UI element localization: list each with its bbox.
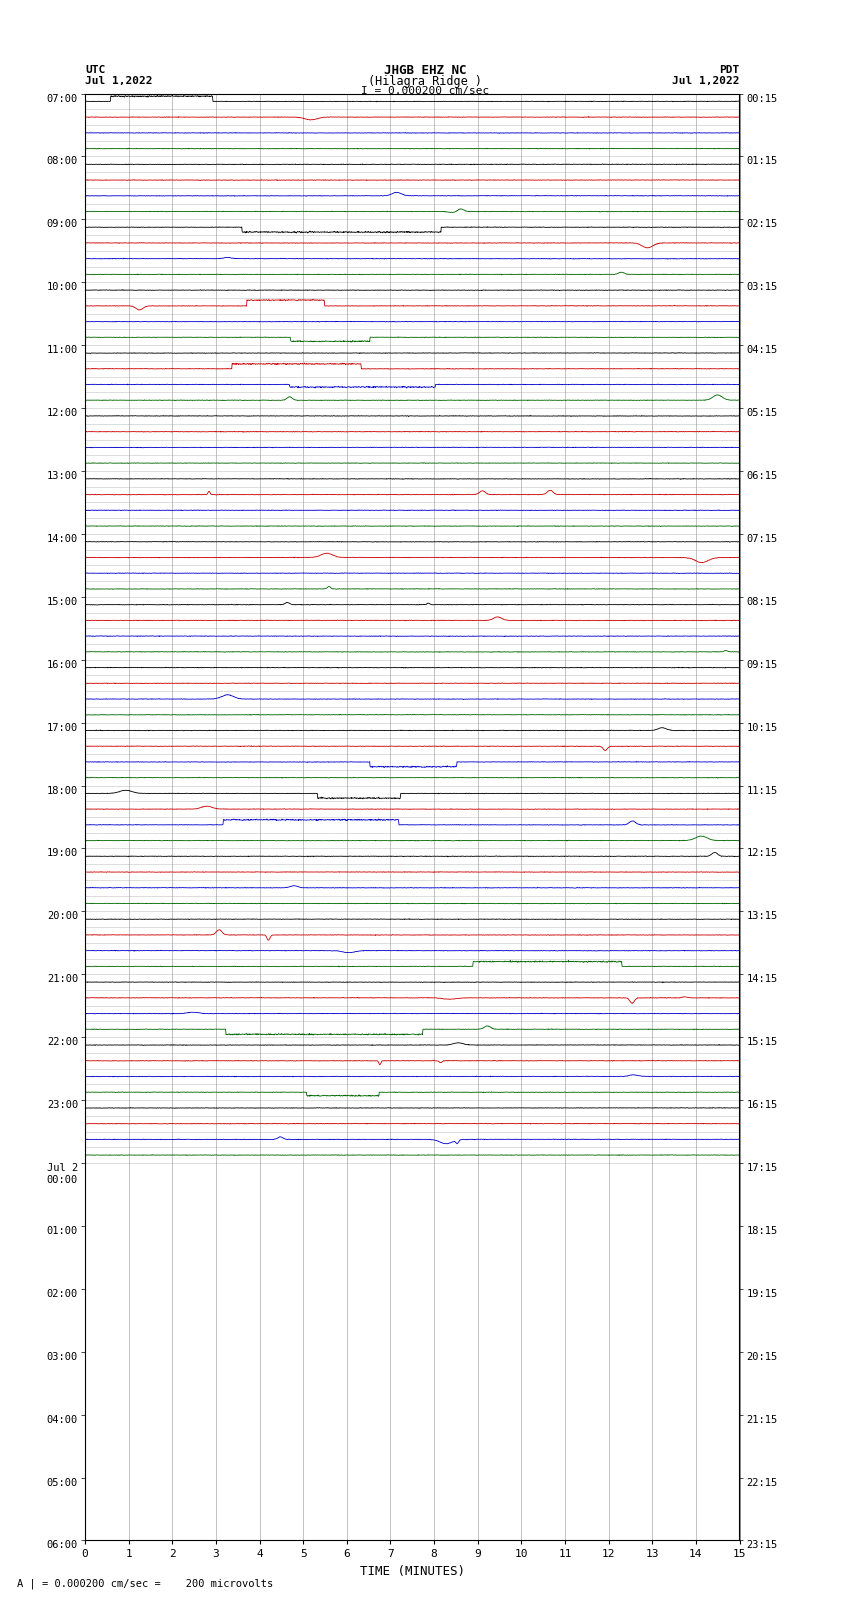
- Text: A | = 0.000200 cm/sec =    200 microvolts: A | = 0.000200 cm/sec = 200 microvolts: [17, 1579, 273, 1589]
- X-axis label: TIME (MINUTES): TIME (MINUTES): [360, 1565, 465, 1578]
- Text: Jul 1,2022: Jul 1,2022: [672, 76, 740, 87]
- Text: Jul 1,2022: Jul 1,2022: [85, 76, 152, 87]
- Text: I = 0.000200 cm/sec: I = 0.000200 cm/sec: [361, 85, 489, 97]
- Text: (Hilagra Ridge ): (Hilagra Ridge ): [368, 74, 482, 89]
- Text: PDT: PDT: [719, 65, 740, 76]
- Text: JHGB EHZ NC: JHGB EHZ NC: [383, 63, 467, 77]
- Text: UTC: UTC: [85, 65, 105, 76]
